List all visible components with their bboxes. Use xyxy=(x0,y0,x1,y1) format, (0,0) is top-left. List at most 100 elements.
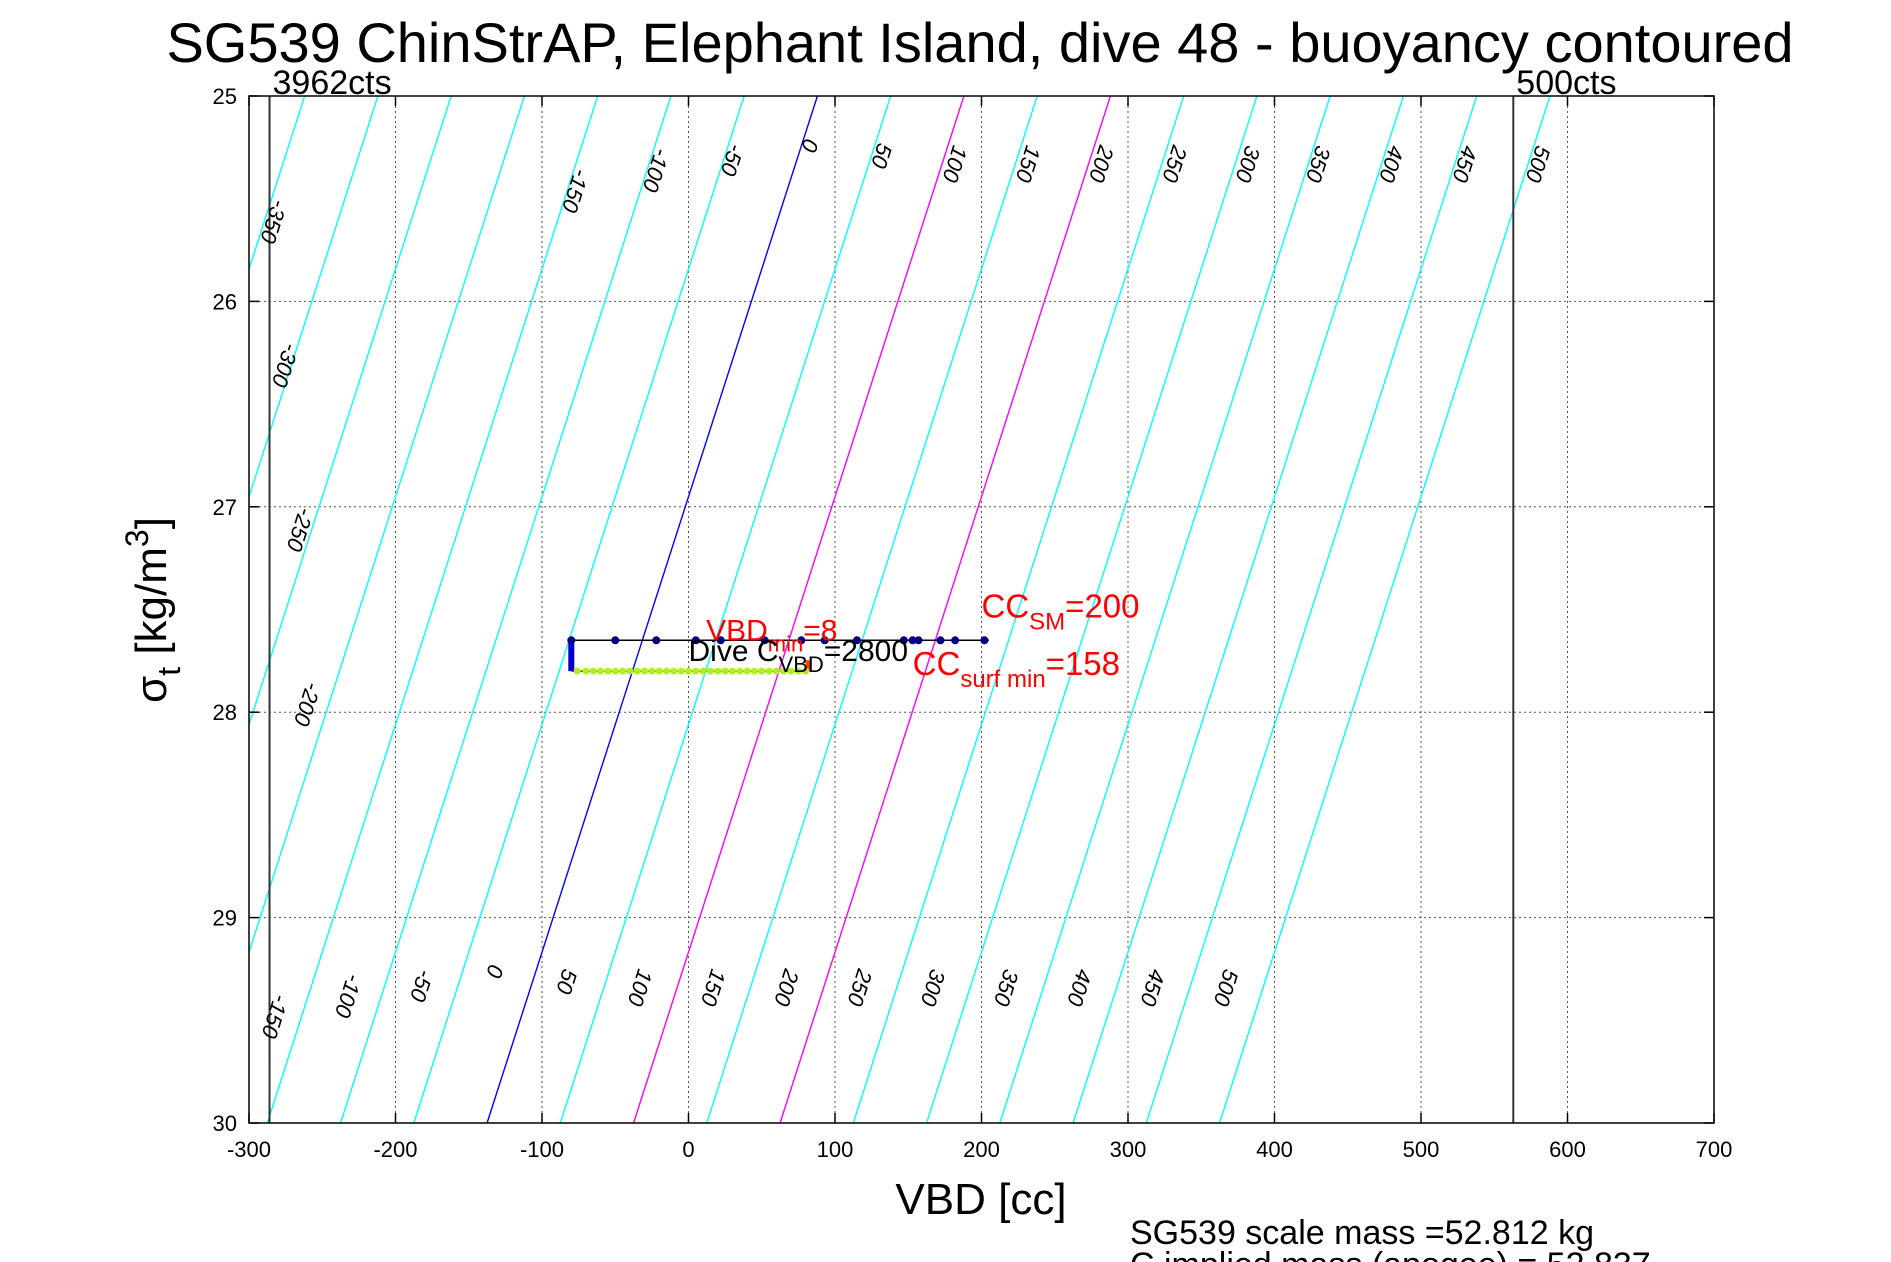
annotation-vbd-min: VBDmin=8 xyxy=(706,614,837,656)
dive-point-upper xyxy=(908,636,917,645)
dive-point-lower xyxy=(597,667,605,675)
x-tick-label: 700 xyxy=(1696,1137,1733,1162)
dive-point-lower xyxy=(626,667,634,675)
annotation-dive-c-vbd: Dive CVBD=2800 xyxy=(689,635,909,677)
footer-scale-mass: SG539 scale mass =52.812 kg xyxy=(1130,1214,1594,1252)
axis-ticks: -300 -200 -100 0 100 200 300 400 500 600 700 25 26 27… xyxy=(213,84,1733,1162)
contour-line xyxy=(1218,96,1551,1123)
y-axis-label-sup: 3 xyxy=(119,529,155,547)
annotation-cc-sm: CCSM=200 xyxy=(982,588,1140,636)
dive-point-lower xyxy=(772,667,780,675)
x-tick-label: 600 xyxy=(1549,1137,1586,1162)
dive-point-upper xyxy=(691,636,700,645)
annotation-main: CC xyxy=(913,645,961,682)
contour-line xyxy=(852,96,1185,1123)
dive-point-lower xyxy=(619,667,627,675)
dive-point-lower xyxy=(648,667,656,675)
y-tick-label: 27 xyxy=(213,495,237,520)
annotation-value: =200 xyxy=(1065,588,1139,625)
dive-point-upper xyxy=(611,636,620,645)
footer-implied-mass: C implied mass (apogee) = 52.837 xyxy=(1130,1246,1651,1262)
contour-line xyxy=(413,96,745,1123)
x-tick-label: 500 xyxy=(1403,1137,1440,1162)
dive-point-lower xyxy=(743,667,751,675)
dive-point-lower xyxy=(706,667,714,675)
dive-point-lower xyxy=(655,667,663,675)
contour-line xyxy=(706,96,1038,1123)
dive-point-lower xyxy=(604,667,612,675)
dive-point-lower xyxy=(794,667,802,675)
x-tick-label: 400 xyxy=(1256,1137,1293,1162)
contour-line xyxy=(249,96,452,727)
annotation-subscript: surf min xyxy=(960,666,1045,693)
contour-line xyxy=(925,96,1258,1123)
annotation-value: =2800 xyxy=(824,635,908,668)
contour-line xyxy=(249,96,379,500)
x-tick-label: -100 xyxy=(520,1137,564,1162)
y-axis-label-base: σ xyxy=(127,676,176,703)
contour-line xyxy=(779,96,1112,1123)
y-tick-label: 26 xyxy=(213,289,237,314)
y-tick-label: 28 xyxy=(213,700,237,725)
annotation-subscript: SM xyxy=(1029,609,1065,636)
contour-line xyxy=(266,96,599,1123)
y-axis-label-text: [kg/m xyxy=(127,547,176,667)
x-axis-label: VBD [cc] xyxy=(895,1175,1066,1224)
dive-point-upper xyxy=(914,636,923,645)
x-tick-label: -200 xyxy=(373,1137,417,1162)
x-tick-label: 200 xyxy=(963,1137,1000,1162)
dive-point-lower xyxy=(663,667,671,675)
y-axis-label-end: ] xyxy=(127,517,176,529)
dive-point-upper xyxy=(820,636,829,645)
dive-point-lower xyxy=(611,667,619,675)
x-tick-label: 300 xyxy=(1110,1137,1147,1162)
dive-point-lower xyxy=(787,667,795,675)
dive-point-lower xyxy=(750,667,758,675)
x-tick-label: 0 xyxy=(682,1137,694,1162)
dive-point-lower xyxy=(641,667,649,675)
dive-point-lower xyxy=(670,667,678,675)
y-tick-label: 29 xyxy=(213,906,237,931)
annotation-value: =158 xyxy=(1046,645,1120,682)
dive-point-lower xyxy=(685,667,692,675)
contour-line xyxy=(1072,96,1405,1123)
annotation-main: VBD xyxy=(706,614,768,647)
contour-line xyxy=(1145,96,1478,1123)
dive-point-upper xyxy=(797,636,806,645)
dive-point-lower xyxy=(589,667,597,675)
dive-point-lower xyxy=(699,667,707,675)
annotation-main: CC xyxy=(982,588,1030,625)
annotation-value: =8 xyxy=(803,614,837,647)
dive-point-lower xyxy=(736,667,744,675)
dive-point-lower xyxy=(802,667,810,675)
dive-point-lower xyxy=(780,667,788,675)
y-tick-label: 25 xyxy=(213,84,237,109)
dive-point-lower xyxy=(714,667,722,675)
dive-point-upper xyxy=(899,636,908,645)
contour-line xyxy=(632,96,965,1123)
dive-point-upper xyxy=(852,636,861,645)
dive-point-lower xyxy=(633,667,641,675)
annotation-main: Dive C xyxy=(689,635,779,668)
y-tick-label: 30 xyxy=(213,1111,237,1136)
y-axis-label-sub: t xyxy=(151,667,187,676)
annotation-subscript: VBD xyxy=(779,652,824,677)
dive-point-lower xyxy=(721,667,729,675)
dive-point-lower xyxy=(728,667,736,675)
dive-point-lower xyxy=(692,667,700,675)
dive-point-upper xyxy=(652,636,661,645)
dive-point-upper xyxy=(567,636,576,645)
dive-point-upper xyxy=(936,636,945,645)
contour-line xyxy=(339,96,672,1123)
dive-point-upper xyxy=(980,636,989,645)
dive-point-upper xyxy=(716,636,725,645)
dive-point-lower xyxy=(573,667,581,675)
dive-point-lower xyxy=(758,667,766,675)
contour-line xyxy=(486,96,819,1123)
chart-title: SG539 ChinStrAP, Elephant Island, dive 4… xyxy=(166,11,1793,74)
annotation-cc-surf-min: CCsurf min=158 xyxy=(913,645,1120,693)
dive-point-lower xyxy=(582,667,590,675)
y-axis-label: σt [kg/m3] xyxy=(119,517,187,703)
